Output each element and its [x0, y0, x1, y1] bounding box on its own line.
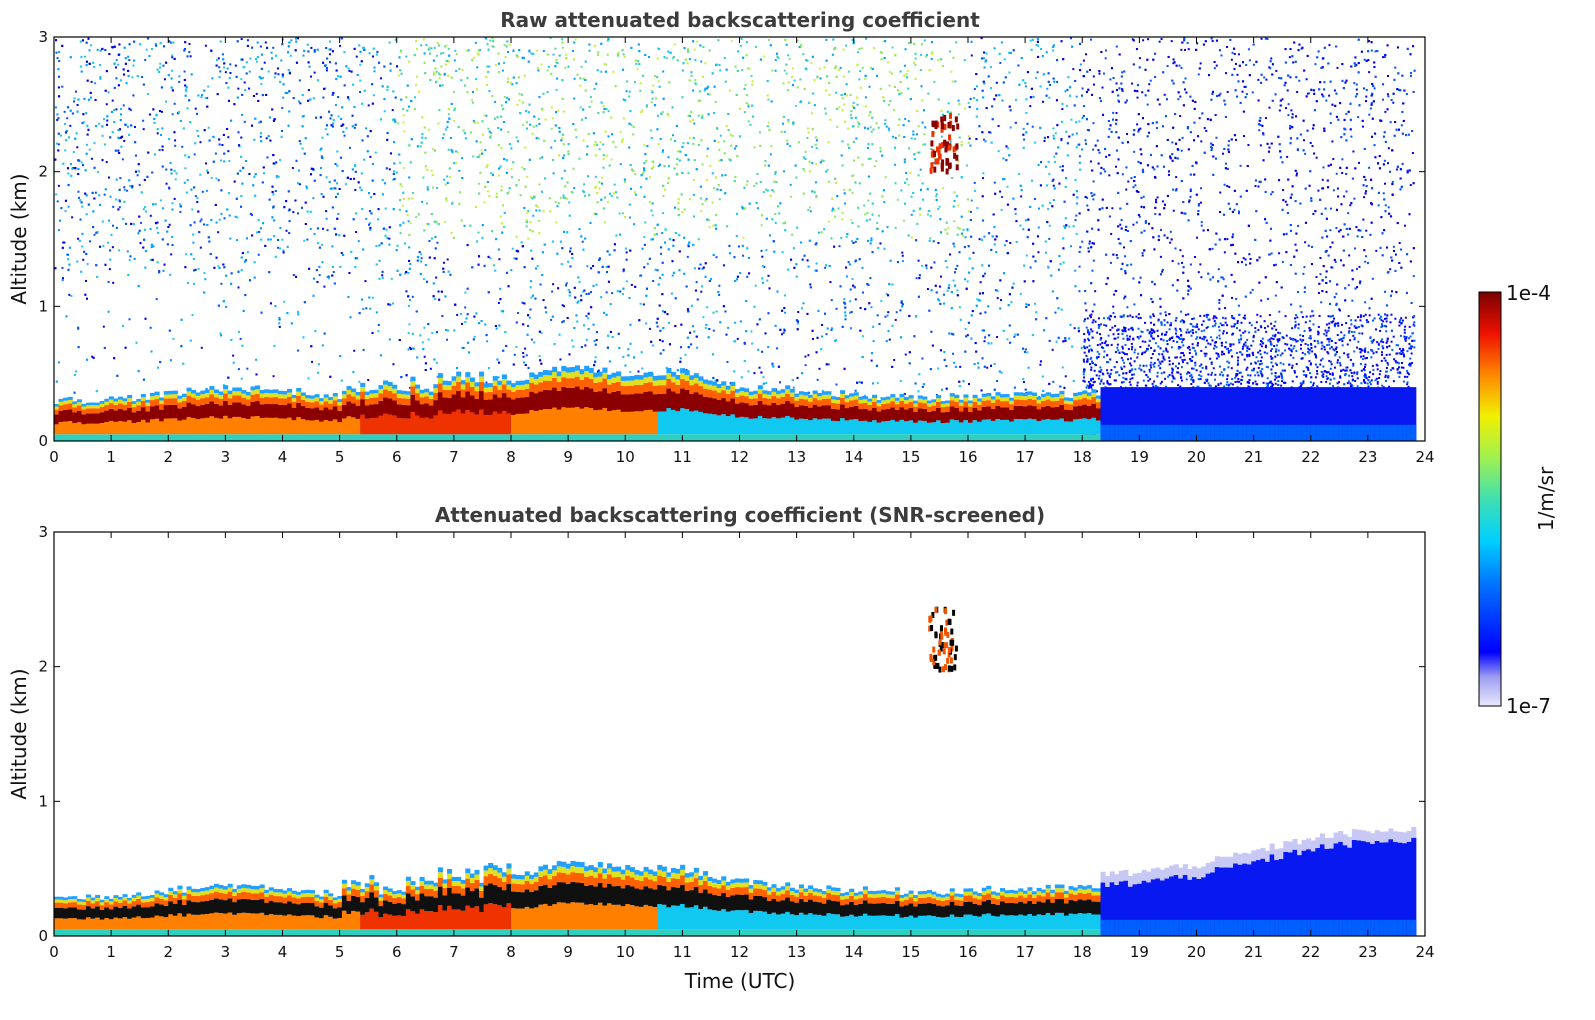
x-tick-label: 12 [730, 943, 749, 961]
x-tick-label: 0 [49, 943, 59, 961]
x-tick-label: 8 [506, 448, 516, 466]
x-tick-label: 22 [1301, 943, 1320, 961]
colorbar: 1e-4 1e-7 1/m/sr [1478, 281, 1558, 718]
x-tick-label: 13 [787, 943, 806, 961]
colorbar-unit-label: 1/m/sr [1534, 466, 1558, 531]
y-axis-ticks: 0 1 2 3 [38, 523, 1425, 945]
x-tick-label: 4 [278, 448, 288, 466]
x-tick-label: 16 [958, 448, 977, 466]
chart-title: Attenuated backscattering coefficient (S… [435, 503, 1045, 527]
panel-screened: Attenuated backscattering coefficient (S… [7, 503, 1435, 993]
x-tick-label: 9 [563, 448, 573, 466]
x-tick-label: 3 [221, 943, 231, 961]
x-tick-label: 23 [1358, 448, 1377, 466]
x-tick-label: 20 [1187, 448, 1206, 466]
boundary-layer [54, 365, 1417, 441]
x-tick-label: 11 [673, 943, 692, 961]
x-tick-label: 22 [1301, 448, 1320, 466]
x-tick-label: 20 [1187, 943, 1206, 961]
x-tick-label: 1 [106, 943, 116, 961]
y-tick-label: 2 [38, 163, 48, 181]
x-tick-label: 3 [221, 448, 231, 466]
colorbar-max-label: 1e-4 [1506, 281, 1551, 305]
x-tick-label: 9 [563, 943, 573, 961]
heatmap-screened [54, 532, 1425, 936]
x-tick-label: 15 [901, 943, 920, 961]
x-tick-label: 4 [278, 943, 288, 961]
y-axis-label: Altitude (km) [7, 668, 31, 799]
x-tick-label: 14 [844, 448, 863, 466]
x-axis-label: Time (UTC) [684, 969, 796, 993]
x-tick-label: 18 [1073, 943, 1092, 961]
x-tick-label: 17 [1016, 943, 1035, 961]
x-tick-label: 23 [1358, 943, 1377, 961]
boundary-layer [54, 826, 1417, 936]
x-tick-label: 8 [506, 943, 516, 961]
elevated-cloud [929, 112, 960, 175]
x-tick-label: 10 [616, 448, 635, 466]
x-tick-label: 14 [844, 943, 863, 961]
x-tick-label: 2 [163, 943, 173, 961]
elevated-cloud [928, 606, 958, 673]
colorbar-min-label: 1e-7 [1506, 694, 1551, 718]
x-tick-label: 10 [616, 943, 635, 961]
panel-raw: Raw attenuated backscattering coefficien… [7, 8, 1435, 466]
y-axis-ticks: 0 1 2 3 [38, 28, 1425, 450]
y-tick-label: 1 [38, 297, 48, 315]
x-tick-label: 15 [901, 448, 920, 466]
colorbar-gradient [1478, 291, 1502, 707]
x-tick-label: 21 [1244, 448, 1263, 466]
x-tick-label: 5 [335, 448, 345, 466]
x-tick-label: 17 [1016, 448, 1035, 466]
x-tick-label: 16 [958, 943, 977, 961]
x-tick-label: 12 [730, 448, 749, 466]
y-tick-label: 1 [38, 792, 48, 810]
y-tick-label: 3 [38, 28, 48, 46]
x-tick-label: 7 [449, 943, 459, 961]
x-tick-label: 2 [163, 448, 173, 466]
y-tick-label: 0 [38, 927, 48, 945]
x-tick-label: 11 [673, 448, 692, 466]
x-axis-ticks: 0 1 2 3 4 5 6 7 8 9 10 11 12 13 14 15 16 17 18 19 20 21 22 23 24 [49, 532, 1435, 961]
x-tick-label: 6 [392, 943, 402, 961]
x-tick-label: 19 [1130, 448, 1149, 466]
y-axis-label: Altitude (km) [7, 173, 31, 304]
x-tick-label: 19 [1130, 943, 1149, 961]
chart-title: Raw attenuated backscattering coefficien… [500, 8, 980, 32]
x-tick-label: 7 [449, 448, 459, 466]
heatmap-raw [54, 37, 1425, 441]
y-tick-label: 3 [38, 523, 48, 541]
x-tick-label: 18 [1073, 448, 1092, 466]
x-tick-label: 24 [1415, 943, 1434, 961]
x-tick-label: 0 [49, 448, 59, 466]
y-tick-label: 0 [38, 432, 48, 450]
x-tick-label: 13 [787, 448, 806, 466]
x-tick-label: 21 [1244, 943, 1263, 961]
x-tick-label: 24 [1415, 448, 1434, 466]
y-tick-label: 2 [38, 658, 48, 676]
x-tick-label: 6 [392, 448, 402, 466]
x-tick-label: 1 [106, 448, 116, 466]
x-tick-label: 5 [335, 943, 345, 961]
x-axis-ticks: 0 1 2 3 4 5 6 7 8 9 10 11 12 13 14 15 16 17 18 19 20 21 22 23 24 [49, 37, 1435, 466]
